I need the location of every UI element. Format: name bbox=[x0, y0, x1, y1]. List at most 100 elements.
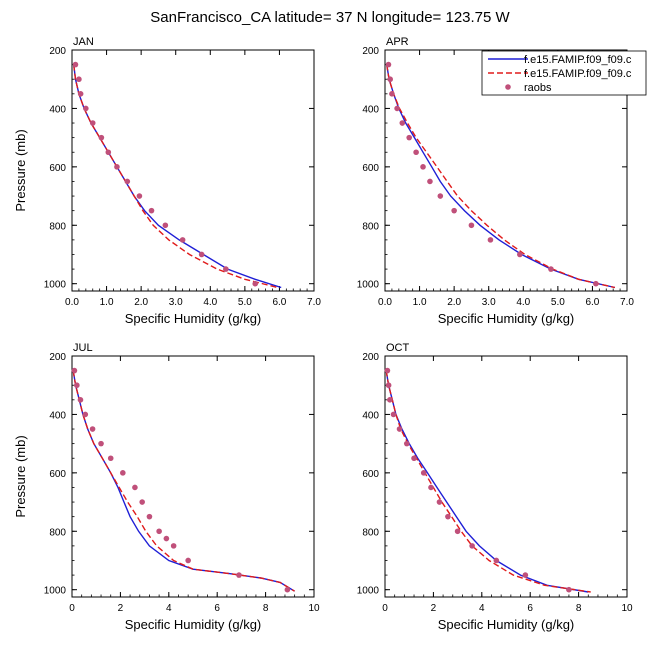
y-tick-label: 400 bbox=[49, 410, 66, 421]
raobs-point bbox=[396, 426, 403, 432]
raobs-point bbox=[163, 535, 170, 542]
raobs-point bbox=[445, 513, 451, 520]
plot-frame bbox=[384, 49, 628, 292]
y-tick-label: 600 bbox=[362, 469, 379, 480]
x-tick-label: 7.0 bbox=[307, 297, 321, 308]
raobs-point bbox=[399, 120, 406, 126]
y-tick-label: 200 bbox=[49, 46, 66, 57]
raobs-point bbox=[139, 499, 145, 505]
raobs-point bbox=[124, 178, 131, 185]
y-tick-label: 1000 bbox=[357, 586, 380, 597]
panel-title: JUL bbox=[73, 342, 93, 354]
figure-title: SanFrancisco_CA latitude= 37 N longitude… bbox=[150, 9, 510, 26]
x-tick-label: 6 bbox=[527, 603, 533, 614]
y-axis-label: Pressure (mb) bbox=[13, 129, 28, 211]
y-tick-label: 600 bbox=[49, 163, 66, 174]
raobs-point bbox=[120, 470, 126, 476]
raobs-point bbox=[77, 91, 84, 97]
raobs-point bbox=[114, 164, 120, 170]
x-tick-label: 1.0 bbox=[413, 297, 427, 308]
raobs-point bbox=[548, 266, 554, 272]
y-tick-label: 400 bbox=[362, 104, 379, 115]
y-tick-label: 800 bbox=[49, 527, 66, 538]
x-tick-label: 7.0 bbox=[620, 297, 634, 308]
raobs-point bbox=[451, 207, 457, 214]
x-tick-label: 6 bbox=[214, 603, 220, 614]
raobs-point bbox=[98, 440, 104, 447]
legend-label: f.e15.FAMIP.f09_f09.c bbox=[524, 68, 632, 80]
raobs-point bbox=[385, 382, 392, 389]
raobs-point bbox=[284, 586, 291, 593]
y-tick-label: 400 bbox=[49, 104, 66, 115]
x-tick-label: 6.0 bbox=[585, 297, 599, 308]
model-dashed-line bbox=[72, 370, 295, 592]
y-tick-label: 400 bbox=[362, 410, 379, 421]
y-tick-label: 200 bbox=[362, 352, 379, 363]
chart-panel-jul: 0 2 4 6 8 10 200 400 600 800 1000 JUL Specific Humid… bbox=[13, 342, 320, 632]
x-tick-label: 2 bbox=[118, 603, 124, 614]
x-tick-label: 5.0 bbox=[238, 297, 252, 308]
raobs-point bbox=[469, 543, 475, 549]
y-tick-label: 800 bbox=[362, 527, 379, 538]
raobs-point bbox=[148, 207, 155, 214]
raobs-point bbox=[89, 120, 96, 126]
model-dashed-line bbox=[386, 64, 616, 289]
raobs-point bbox=[468, 222, 475, 229]
x-tick-label: 4.0 bbox=[516, 297, 530, 308]
raobs-point bbox=[411, 455, 417, 462]
raobs-point bbox=[387, 397, 393, 403]
chart-panel-jan: 0.0 1.0 2.0 3.0 4.0 5.0 6.0 7.0 200 400 600 800 1000… bbox=[13, 36, 321, 326]
raobs-point bbox=[428, 484, 434, 491]
raobs-point bbox=[236, 572, 242, 578]
x-tick-label: 0.0 bbox=[65, 297, 79, 308]
x-tick-label: 2.0 bbox=[134, 297, 148, 308]
model-solid-line bbox=[386, 64, 616, 289]
raobs-point bbox=[179, 237, 186, 243]
x-tick-label: 2.0 bbox=[447, 297, 461, 308]
x-axis-label: Specific Humidity (g/kg) bbox=[125, 311, 262, 326]
raobs-point bbox=[566, 586, 572, 593]
x-tick-label: 8 bbox=[576, 603, 582, 614]
x-tick-label: 10 bbox=[308, 603, 320, 614]
x-tick-label: 3.0 bbox=[169, 297, 183, 308]
raobs-point bbox=[384, 367, 391, 374]
y-tick-label: 1000 bbox=[357, 280, 380, 291]
model-solid-line bbox=[72, 370, 295, 592]
y-axis-label: Pressure (mb) bbox=[13, 435, 28, 517]
raobs-point bbox=[223, 266, 229, 272]
raobs-point bbox=[403, 440, 410, 447]
raobs-point bbox=[252, 280, 259, 287]
raobs-point bbox=[198, 251, 205, 258]
x-tick-label: 4 bbox=[479, 603, 485, 614]
x-tick-label: 1.0 bbox=[100, 297, 114, 308]
raobs-point bbox=[98, 134, 105, 141]
y-tick-label: 800 bbox=[49, 221, 66, 232]
panels-container: 0.0 1.0 2.0 3.0 4.0 5.0 6.0 7.0 200 400 600 800 1000… bbox=[13, 36, 634, 632]
raobs-point bbox=[105, 149, 112, 156]
x-tick-label: 5.0 bbox=[551, 297, 565, 308]
raobs-point bbox=[136, 193, 143, 199]
plot-frame bbox=[384, 355, 628, 598]
x-tick-label: 0 bbox=[69, 603, 75, 614]
raobs-point bbox=[487, 237, 494, 243]
y-tick-label: 800 bbox=[362, 221, 379, 232]
raobs-point bbox=[406, 134, 413, 141]
raobs-point bbox=[517, 251, 523, 258]
raobs-point bbox=[107, 455, 114, 462]
y-tick-label: 200 bbox=[362, 46, 379, 57]
x-tick-label: 4.0 bbox=[203, 297, 217, 308]
chart-panel-apr: 0.0 1.0 2.0 3.0 4.0 5.0 6.0 7.0 200 400 600 800 1000… bbox=[357, 36, 635, 326]
raobs-point bbox=[132, 484, 138, 491]
panel-title: OCT bbox=[386, 342, 410, 354]
raobs-point bbox=[74, 382, 80, 389]
x-axis-label: Specific Humidity (g/kg) bbox=[438, 617, 575, 632]
raobs-point bbox=[390, 411, 397, 418]
raobs-point bbox=[185, 557, 191, 564]
raobs-point bbox=[385, 61, 392, 68]
y-tick-label: 200 bbox=[49, 352, 66, 363]
panel-title: APR bbox=[386, 36, 409, 48]
raobs-point bbox=[389, 91, 395, 97]
raobs-point bbox=[493, 557, 500, 564]
raobs-point bbox=[420, 164, 426, 170]
